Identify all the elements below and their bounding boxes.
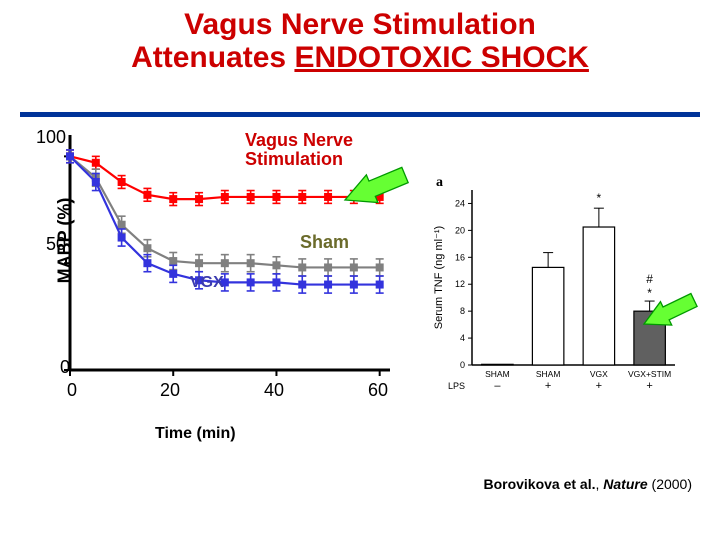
mabp-plot-svg [70,135,390,375]
svg-text:SHAM: SHAM [485,369,510,379]
svg-text:20: 20 [455,225,465,235]
xtick-20: 20 [150,380,190,401]
svg-text:*: * [597,191,602,205]
svg-text:+: + [545,380,551,392]
svg-text:12: 12 [455,279,465,289]
ytick-100: 100 [30,127,66,148]
svg-text:+: + [596,380,602,392]
svg-text:#: # [646,272,653,286]
citation-journal: Nature [603,476,647,492]
svg-text:Serum TNF (ng ml⁻¹): Serum TNF (ng ml⁻¹) [433,226,445,329]
mabp-x-label: Time (min) [155,425,236,443]
svg-text:–: – [494,380,501,392]
ytick-0: 0 [34,357,70,378]
svg-text:8: 8 [460,306,465,316]
title-rule [20,112,700,117]
tnf-plot-svg: 04812162024Serum TNF (ng ml⁻¹)SHAM–SHAM+… [430,180,708,400]
svg-text:24: 24 [455,198,465,208]
title-line2a: Attenuates [131,41,294,74]
ytick-50: 50 [30,234,66,255]
svg-text:0: 0 [460,360,465,370]
svg-text:+: + [646,380,652,392]
slide-title: Vagus Nerve Stimulation Attenuates ENDOT… [0,8,720,74]
mabp-chart: MABP (%) 100 50 0 0 20 40 60 Time (min) … [10,135,410,445]
citation-year: (2000) [648,476,692,492]
citation-authors: Borovikova et al. [483,476,595,492]
xtick-0: 0 [54,380,90,401]
svg-text:16: 16 [455,252,465,262]
svg-text:VGX: VGX [590,369,608,379]
svg-text:4: 4 [460,333,465,343]
series-label-vgx: VGX [190,275,224,292]
svg-text:VGX+STIM: VGX+STIM [628,369,671,379]
svg-text:SHAM: SHAM [536,369,561,379]
citation: Borovikova et al., Nature (2000) [483,476,692,492]
title-line2b: ENDOTOXIC SHOCK [294,41,588,74]
xtick-40: 40 [254,380,294,401]
svg-text:*: * [647,286,652,300]
tnf-chart: 04812162024Serum TNF (ng ml⁻¹)SHAM–SHAM+… [430,180,708,400]
series-label-vns: Vagus Nerve Stimulation [245,131,353,169]
svg-text:LPS: LPS [448,381,465,391]
title-line1: Vagus Nerve Stimulation [184,8,536,41]
series-label-sham: Sham [300,233,349,252]
xtick-60: 60 [358,380,398,401]
